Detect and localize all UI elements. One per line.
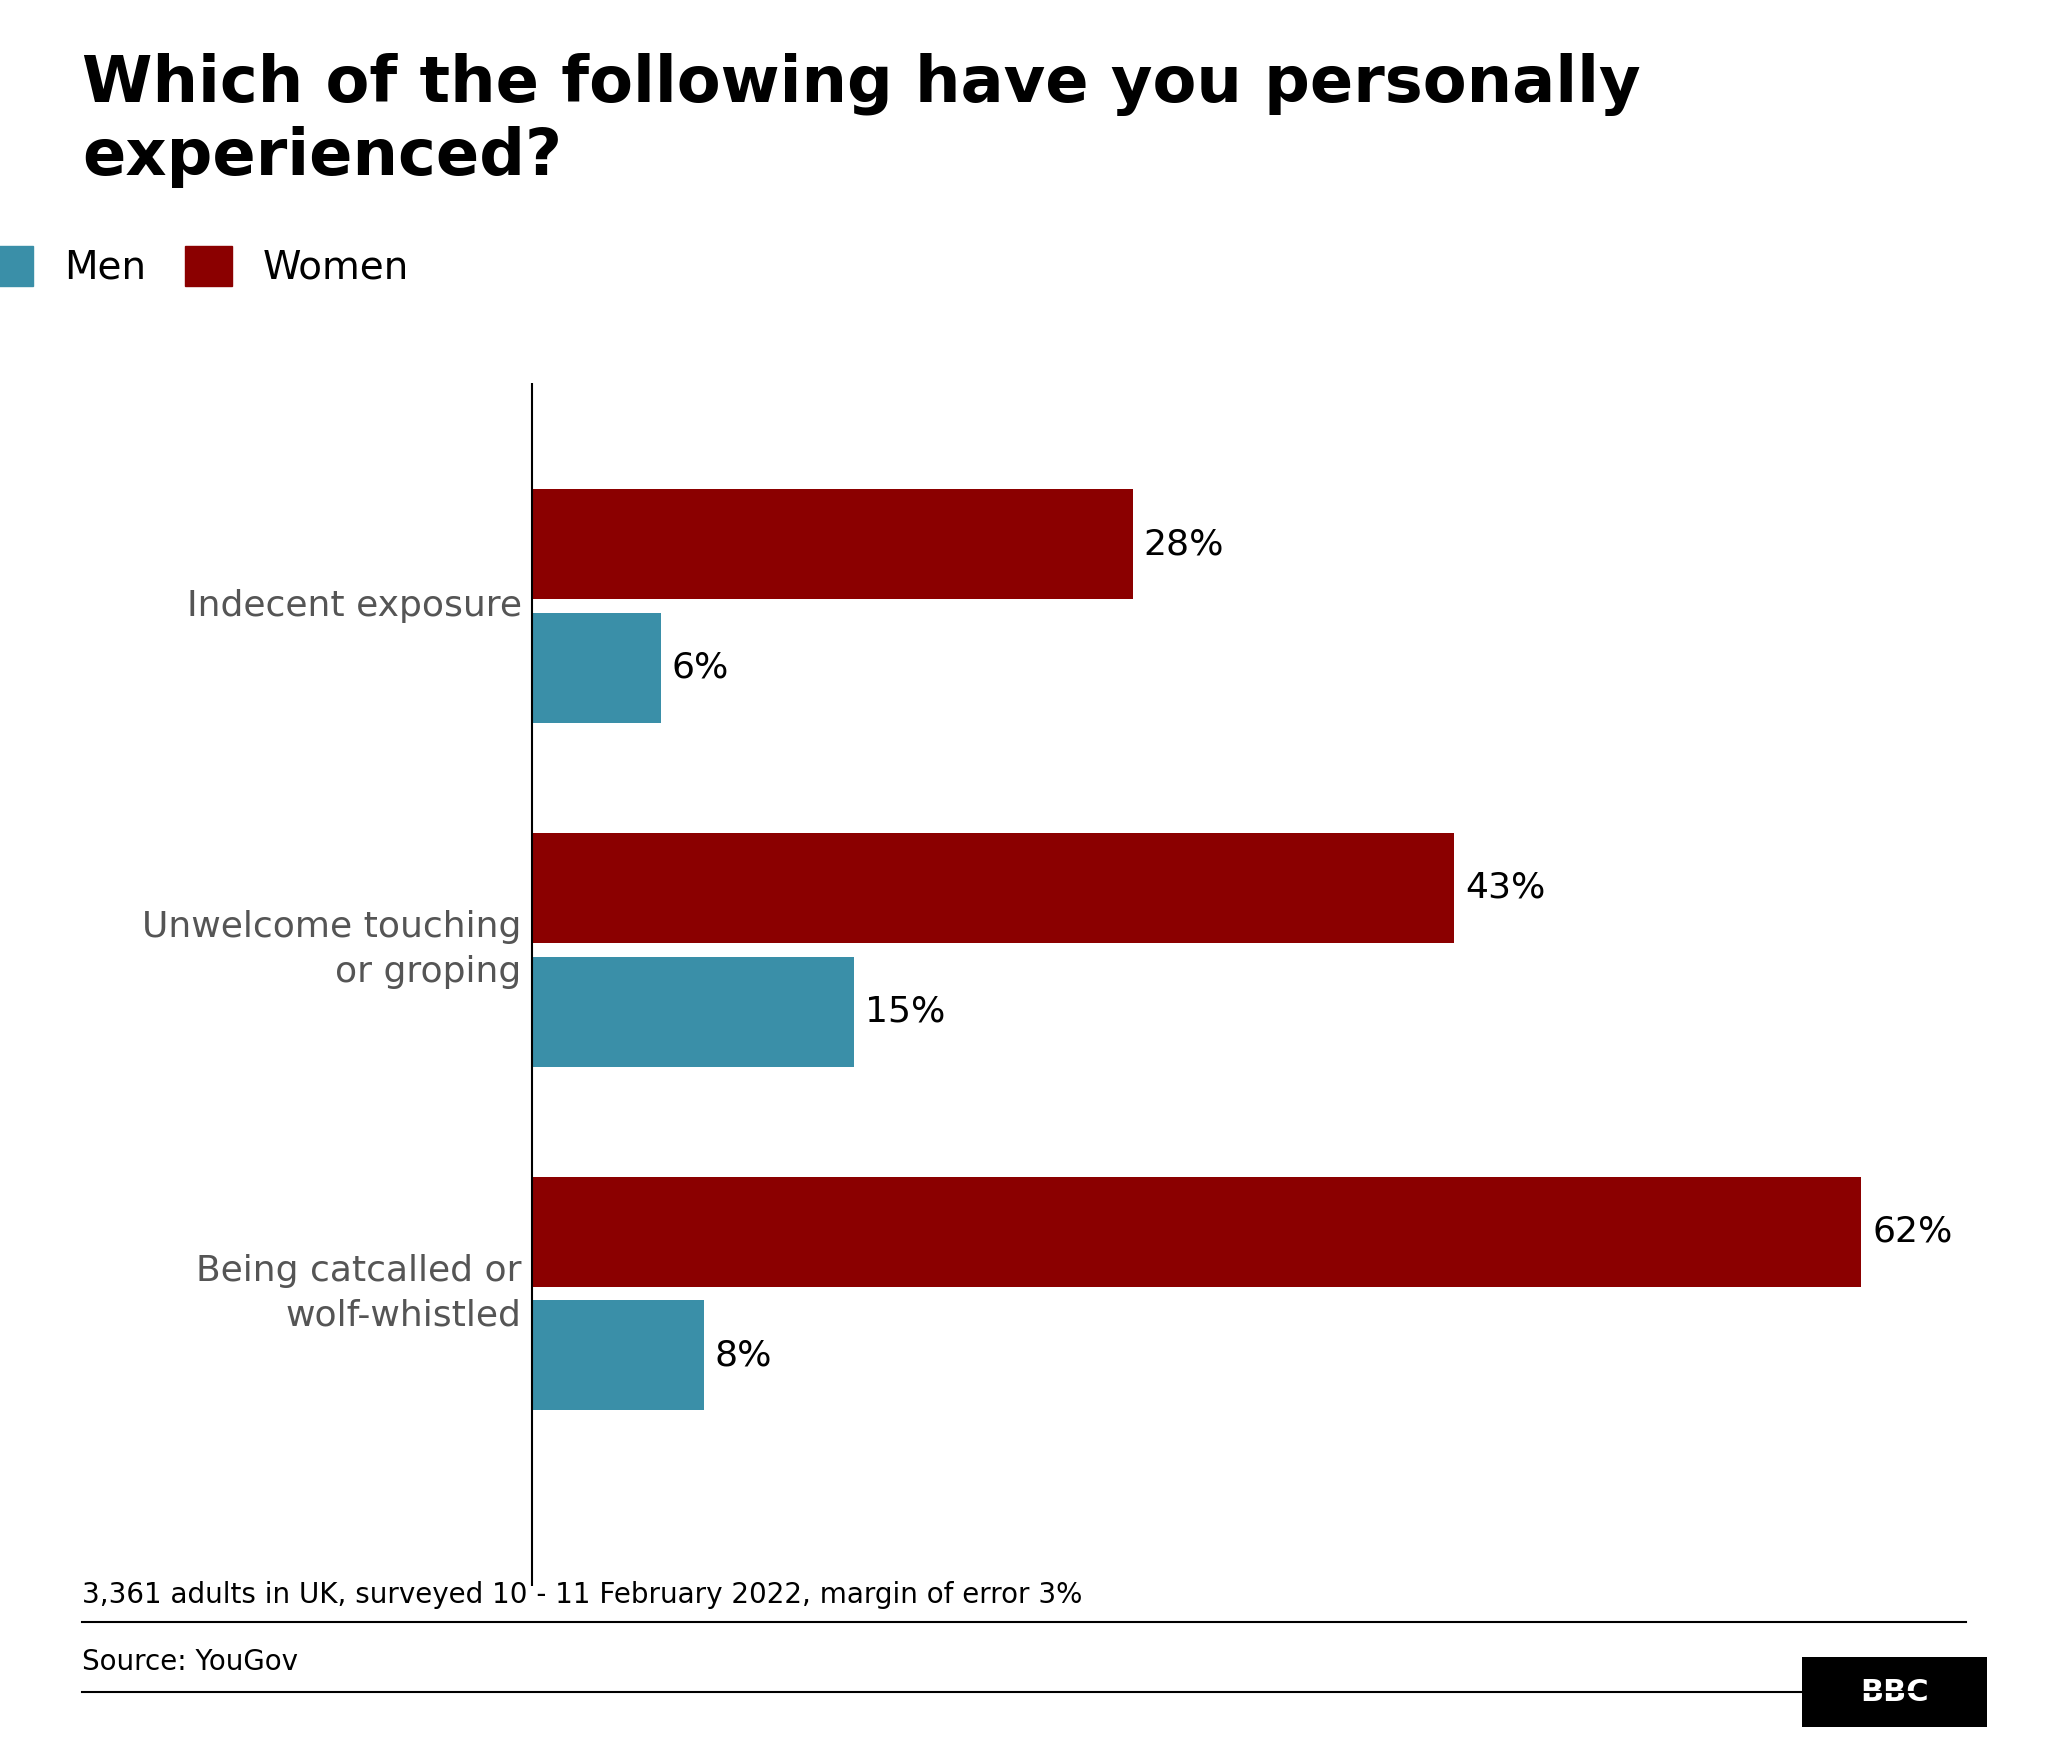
Text: 8%: 8%	[715, 1339, 772, 1372]
Text: Unwelcome touching
or groping: Unwelcome touching or groping	[141, 911, 522, 989]
Text: Being catcalled or
wolf-whistled: Being catcalled or wolf-whistled	[197, 1254, 522, 1333]
Text: 62%: 62%	[1872, 1215, 1952, 1249]
Legend: Men, Women: Men, Women	[0, 246, 410, 287]
Bar	[532, 834, 1454, 943]
Text: 43%: 43%	[1464, 871, 1546, 904]
Text: Indecent exposure: Indecent exposure	[186, 589, 522, 623]
Text: 28%: 28%	[1143, 528, 1225, 561]
Bar	[532, 1177, 1862, 1286]
Text: 6%: 6%	[672, 651, 729, 684]
Text: 3,361 adults in UK, surveyed 10 - 11 February 2022, margin of error 3%: 3,361 adults in UK, surveyed 10 - 11 Feb…	[82, 1581, 1081, 1609]
Bar	[532, 489, 1133, 600]
Text: 15%: 15%	[864, 994, 944, 1029]
Bar	[532, 612, 662, 723]
Text: BBC: BBC	[1860, 1678, 1929, 1706]
Text: Which of the following have you personally
experienced?: Which of the following have you personal…	[82, 53, 1640, 188]
Bar	[532, 957, 854, 1066]
Text: Source: YouGov: Source: YouGov	[82, 1648, 297, 1676]
Bar	[532, 1300, 705, 1411]
